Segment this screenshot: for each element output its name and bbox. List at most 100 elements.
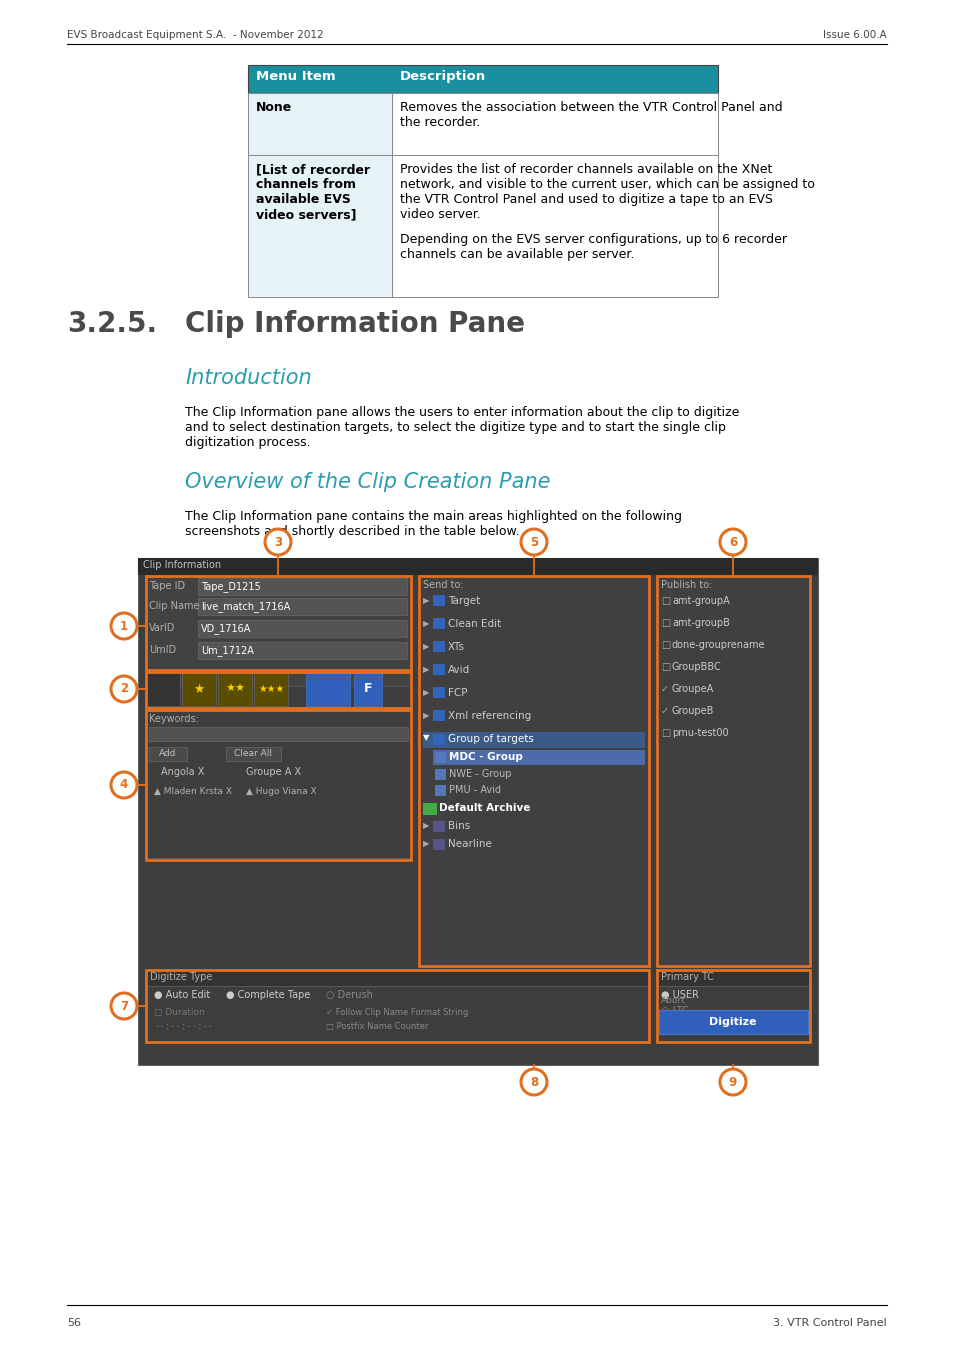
Bar [659,1010,807,1034]
Bar [392,93,718,155]
Bar [248,65,718,93]
Text: Um_1712A: Um_1712A [201,645,253,656]
Text: Groupe A X: Groupe A X [246,767,301,778]
Text: Xml referencing: Xml referencing [448,711,531,721]
Bar [149,747,187,761]
Text: ▶: ▶ [422,838,429,848]
Text: Keywords:: Keywords: [149,714,198,724]
Bar [433,687,444,698]
Text: Depending on the EVS server configurations, up to 6 recorder
channels can be ava: Depending on the EVS server configuratio… [399,234,786,261]
Text: Removes the association between the VTR Control Panel and
the recorder.: Removes the association between the VTR … [399,101,781,130]
Text: Abort: Abort [660,996,685,1004]
Text: □: □ [660,640,670,649]
Text: 7: 7 [120,999,128,1012]
Bar [146,710,411,860]
Bar [433,710,444,721]
Text: GroupeB: GroupeB [671,706,714,716]
Bar [435,784,446,796]
Text: amt-groupA: amt-groupA [671,595,729,606]
Text: GroupeA: GroupeA [671,684,714,694]
Bar [253,672,288,706]
Bar [657,576,809,967]
Text: ✓ Follow Clip Name Format String: ✓ Follow Clip Name Format String [326,1008,468,1017]
Text: NWE - Group: NWE - Group [449,769,511,779]
Text: 56: 56 [67,1318,81,1328]
Text: Tape ID: Tape ID [149,580,185,591]
Circle shape [111,772,137,798]
Text: MDC - Group: MDC - Group [449,752,522,761]
Text: Description: Description [399,70,486,82]
Text: Target: Target [448,595,479,606]
Text: 5: 5 [529,536,537,548]
Text: Menu Item: Menu Item [255,70,335,82]
Text: ● USER: ● USER [660,990,699,1000]
Bar [435,769,446,780]
Text: None: None [255,101,292,113]
Bar [433,838,444,850]
Bar [218,672,252,706]
Text: Bins: Bins [448,821,470,832]
Bar [306,672,350,706]
Text: Clean Edit: Clean Edit [448,620,500,629]
Text: □: □ [660,618,670,628]
Text: pmu-test00: pmu-test00 [671,728,728,738]
Text: ▲ Hugo Viana X: ▲ Hugo Viana X [246,787,316,796]
Circle shape [520,1069,546,1095]
Bar [146,971,648,1042]
Bar [198,598,407,616]
Bar [433,821,444,832]
Text: □ Postfix Name Counter: □ Postfix Name Counter [326,1022,428,1031]
Circle shape [111,676,137,702]
Text: ★★: ★★ [225,684,245,694]
Bar [418,576,648,967]
Text: Group of targets: Group of targets [448,734,534,744]
Text: EVS Broadcast Equipment S.A.  - November 2012: EVS Broadcast Equipment S.A. - November … [67,30,323,40]
Circle shape [265,529,291,555]
Bar [146,672,180,706]
Text: ▶: ▶ [422,711,429,720]
Text: Angola X: Angola X [161,767,204,778]
Bar [354,672,381,706]
Text: ▼: ▼ [422,733,429,743]
Bar [182,672,215,706]
Bar [422,732,644,748]
Circle shape [520,529,546,555]
Text: done-grouprename: done-grouprename [671,640,764,649]
Text: Nearline: Nearline [448,838,492,849]
Bar [418,576,648,967]
Bar [146,971,648,986]
Bar [392,155,718,297]
Text: □ Duration: □ Duration [153,1008,205,1017]
Text: ○ LTC: ○ LTC [660,1006,688,1017]
Text: 3.2.5.: 3.2.5. [67,310,157,338]
Text: ▶: ▶ [422,821,429,830]
Bar [138,558,817,575]
Text: [List of recorder
channels from
available EVS
video servers]: [List of recorder channels from availabl… [255,163,370,221]
Text: Introduction: Introduction [185,369,312,387]
Text: 3. VTR Control Panel: 3. VTR Control Panel [773,1318,886,1328]
Text: ● Auto Edit: ● Auto Edit [153,990,210,1000]
Text: 4: 4 [120,779,128,791]
Circle shape [111,613,137,639]
Text: Add: Add [159,749,176,759]
Text: ★★★: ★★★ [257,684,284,694]
Text: ▶: ▶ [422,620,429,628]
Text: Default Archive: Default Archive [438,803,530,813]
Bar [146,986,648,1042]
Text: VD_1716A: VD_1716A [201,622,251,634]
Bar [146,672,411,707]
Circle shape [720,1069,745,1095]
Bar [422,803,436,815]
Text: ★: ★ [193,683,204,695]
Text: Publish to:: Publish to: [660,580,712,590]
Bar [198,578,407,595]
Bar [657,986,809,1042]
Text: ● Complete Tape: ● Complete Tape [226,990,310,1000]
Text: PMU - Avid: PMU - Avid [449,784,500,795]
Bar [248,155,392,297]
Text: The Clip Information pane contains the main areas highlighted on the following
s: The Clip Information pane contains the m… [185,510,681,539]
Text: Clip Information: Clip Information [143,560,221,570]
Bar [433,595,444,606]
Text: GroupBBC: GroupBBC [671,662,721,672]
Text: Primary TC: Primary TC [660,972,713,981]
